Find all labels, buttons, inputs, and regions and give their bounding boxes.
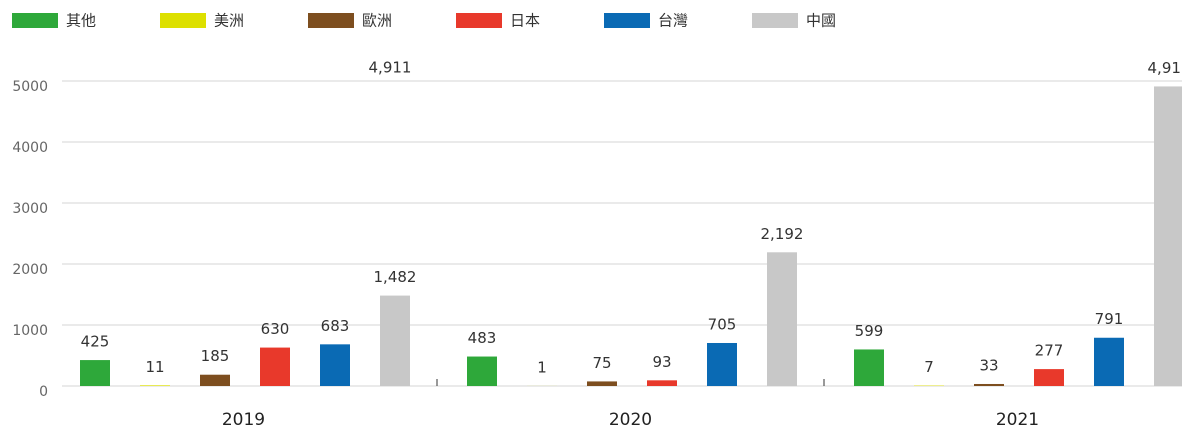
data-label: 683 bbox=[321, 317, 350, 335]
bar bbox=[200, 374, 230, 386]
legend-swatch bbox=[12, 13, 58, 28]
legend-swatch bbox=[456, 13, 502, 28]
data-label: 185 bbox=[201, 347, 230, 365]
bar bbox=[767, 252, 797, 386]
bar bbox=[1154, 86, 1182, 386]
bar bbox=[587, 381, 617, 386]
y-tick-label: 4000 bbox=[12, 140, 48, 156]
bar bbox=[140, 385, 170, 386]
legend-swatch bbox=[160, 13, 206, 28]
bar bbox=[260, 347, 290, 386]
legend-swatch bbox=[752, 13, 798, 28]
bar bbox=[380, 295, 410, 386]
data-label: 425 bbox=[81, 333, 110, 351]
y-tick-label: 2000 bbox=[12, 262, 48, 278]
legend-label: 中國 bbox=[806, 12, 836, 30]
y-tick-label: 0 bbox=[39, 384, 48, 400]
data-label: 630 bbox=[261, 320, 290, 338]
x-tick-label: 2021 bbox=[996, 410, 1039, 429]
data-label: 93 bbox=[652, 353, 671, 371]
data-label: 33 bbox=[979, 356, 998, 374]
data-label: 599 bbox=[855, 322, 884, 340]
bar bbox=[320, 344, 350, 386]
bar bbox=[854, 349, 884, 386]
data-label: 791 bbox=[1095, 310, 1124, 328]
data-label: 1 bbox=[537, 358, 547, 376]
legend-label: 其他 bbox=[66, 12, 96, 30]
y-tick-label: 5000 bbox=[12, 79, 48, 95]
x-tick-label: 2020 bbox=[609, 410, 652, 429]
bar bbox=[647, 380, 677, 386]
bar bbox=[707, 342, 737, 386]
y-tick-label: 3000 bbox=[12, 201, 48, 217]
legend-label: 台灣 bbox=[658, 12, 688, 30]
data-label: 75 bbox=[592, 354, 611, 372]
x-tick-label: 2019 bbox=[222, 410, 265, 429]
data-label: 7 bbox=[924, 358, 934, 376]
data-label: 2,192 bbox=[761, 225, 804, 243]
bar bbox=[974, 383, 1004, 386]
data-label: 483 bbox=[468, 329, 497, 347]
data-label: 705 bbox=[708, 315, 737, 333]
data-label: 4,911 bbox=[1148, 59, 1182, 77]
legend-label: 歐洲 bbox=[362, 12, 392, 30]
bar bbox=[1034, 369, 1064, 386]
annotation: 4,911 bbox=[369, 59, 412, 77]
legend-label: 美洲 bbox=[214, 12, 244, 30]
data-label: 11 bbox=[145, 358, 164, 376]
bar bbox=[80, 360, 110, 386]
data-label: 1,482 bbox=[374, 268, 417, 286]
data-label: 277 bbox=[1035, 342, 1064, 360]
bar bbox=[467, 356, 497, 386]
y-tick-label: 1000 bbox=[12, 323, 48, 339]
bar bbox=[1094, 337, 1124, 386]
legend-swatch bbox=[604, 13, 650, 28]
legend-label: 日本 bbox=[510, 12, 540, 30]
legend-swatch bbox=[308, 13, 354, 28]
